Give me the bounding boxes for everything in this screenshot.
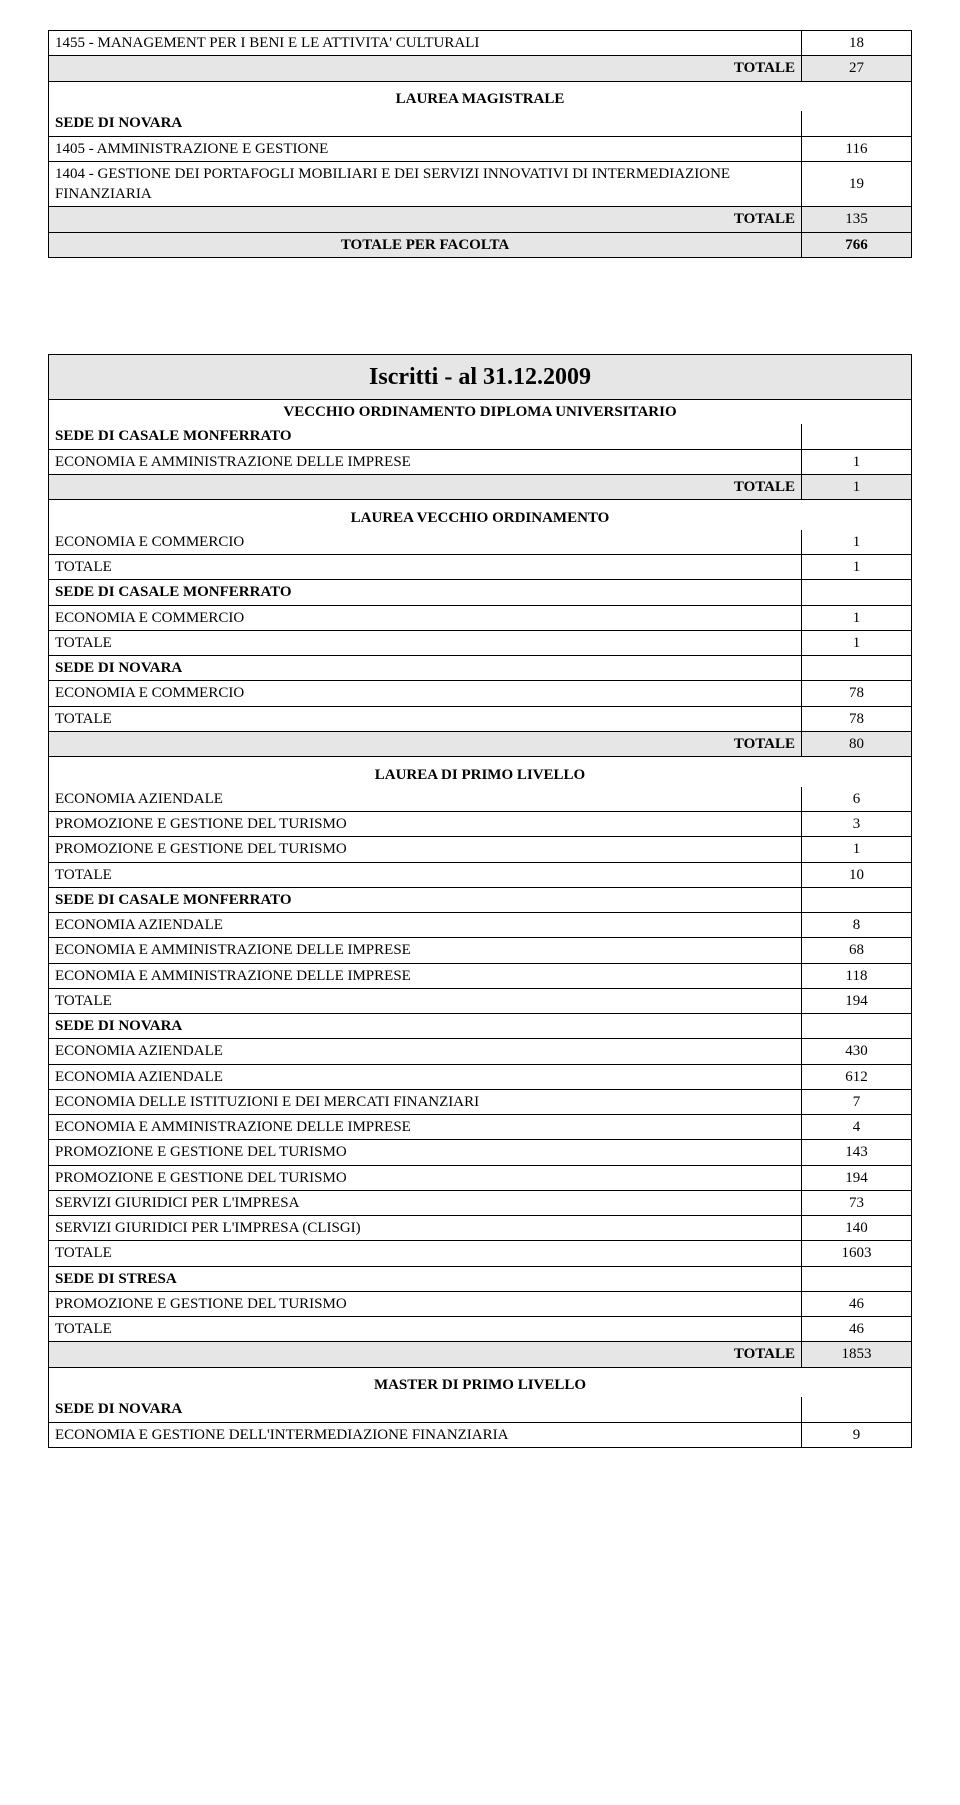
row-value: 78 bbox=[802, 681, 912, 706]
row-label: PROMOZIONE E GESTIONE DEL TURISMO bbox=[49, 1140, 802, 1165]
sede-label: SEDE DI CASALE MONFERRATO bbox=[49, 887, 802, 912]
row-value: 19 bbox=[802, 161, 912, 207]
sede-label: SEDE DI NOVARA bbox=[49, 111, 802, 136]
row-value: 140 bbox=[802, 1216, 912, 1241]
top-table: 1455 - MANAGEMENT PER I BENI E LE ATTIVI… bbox=[48, 30, 912, 258]
row-value: 8 bbox=[802, 913, 912, 938]
row-label: ECONOMIA E COMMERCIO bbox=[49, 605, 802, 630]
row-label: ECONOMIA E AMMINISTRAZIONE DELLE IMPRESE bbox=[49, 938, 802, 963]
row-label: SERVIZI GIURIDICI PER L'IMPRESA bbox=[49, 1190, 802, 1215]
row-label: PROMOZIONE E GESTIONE DEL TURISMO bbox=[49, 837, 802, 862]
subtotal-value: 10 bbox=[802, 862, 912, 887]
row-value: 7 bbox=[802, 1089, 912, 1114]
row-value: 612 bbox=[802, 1064, 912, 1089]
row-label: ECONOMIA E AMMINISTRAZIONE DELLE IMPRESE bbox=[49, 449, 802, 474]
subtotal-value: 46 bbox=[802, 1317, 912, 1342]
row-value: 194 bbox=[802, 1165, 912, 1190]
sede-label: SEDE DI CASALE MONFERRATO bbox=[49, 580, 802, 605]
empty-cell bbox=[802, 656, 912, 681]
empty-cell bbox=[802, 111, 912, 136]
subtotal-value: 1603 bbox=[802, 1241, 912, 1266]
row-value: 73 bbox=[802, 1190, 912, 1215]
totale-value: 27 bbox=[802, 56, 912, 81]
row-label: ECONOMIA AZIENDALE bbox=[49, 787, 802, 812]
row-value: 118 bbox=[802, 963, 912, 988]
row-value: 1 bbox=[802, 449, 912, 474]
empty-cell bbox=[802, 424, 912, 449]
section-heading: LAUREA VECCHIO ORDINAMENTO bbox=[49, 506, 912, 530]
row-label: ECONOMIA E COMMERCIO bbox=[49, 530, 802, 555]
totale-per-facolta-label: TOTALE PER FACOLTA bbox=[49, 232, 802, 257]
totale-label: TOTALE bbox=[49, 731, 802, 756]
row-label: ECONOMIA E GESTIONE DELL'INTERMEDIAZIONE… bbox=[49, 1422, 802, 1447]
row-label: 1404 - GESTIONE DEI PORTAFOGLI MOBILIARI… bbox=[49, 161, 802, 207]
iscritti-table: Iscritti - al 31.12.2009 VECCHIO ORDINAM… bbox=[48, 354, 912, 1448]
row-value: 116 bbox=[802, 136, 912, 161]
sede-label: SEDE DI CASALE MONFERRATO bbox=[49, 424, 802, 449]
row-label: ECONOMIA AZIENDALE bbox=[49, 913, 802, 938]
totale-value: 1853 bbox=[802, 1342, 912, 1367]
row-value: 1 bbox=[802, 605, 912, 630]
empty-cell bbox=[802, 1014, 912, 1039]
subtotal-label: TOTALE bbox=[49, 706, 802, 731]
subtotal-label: TOTALE bbox=[49, 1241, 802, 1266]
row-value: 18 bbox=[802, 31, 912, 56]
subtotal-value: 1 bbox=[802, 555, 912, 580]
totale-label: TOTALE bbox=[49, 56, 802, 81]
subtotal-value: 1 bbox=[802, 630, 912, 655]
section-heading: LAUREA MAGISTRALE bbox=[49, 87, 912, 111]
section-heading: MASTER DI PRIMO LIVELLO bbox=[49, 1373, 912, 1397]
row-value: 1 bbox=[802, 530, 912, 555]
row-value: 9 bbox=[802, 1422, 912, 1447]
totale-per-facolta-value: 766 bbox=[802, 232, 912, 257]
row-label: ECONOMIA AZIENDALE bbox=[49, 1039, 802, 1064]
section-heading: LAUREA DI PRIMO LIVELLO bbox=[49, 763, 912, 787]
sede-label: SEDE DI NOVARA bbox=[49, 1014, 802, 1039]
row-value: 68 bbox=[802, 938, 912, 963]
empty-cell bbox=[802, 580, 912, 605]
row-label: PROMOZIONE E GESTIONE DEL TURISMO bbox=[49, 812, 802, 837]
row-label: ECONOMIA AZIENDALE bbox=[49, 1064, 802, 1089]
subtotal-label: TOTALE bbox=[49, 862, 802, 887]
row-label: PROMOZIONE E GESTIONE DEL TURISMO bbox=[49, 1291, 802, 1316]
empty-cell bbox=[802, 1397, 912, 1422]
section-heading: VECCHIO ORDINAMENTO DIPLOMA UNIVERSITARI… bbox=[49, 400, 912, 425]
empty-cell bbox=[802, 887, 912, 912]
subtotal-value: 78 bbox=[802, 706, 912, 731]
row-label: 1405 - AMMINISTRAZIONE E GESTIONE bbox=[49, 136, 802, 161]
totale-value: 1 bbox=[802, 474, 912, 499]
totale-label: TOTALE bbox=[49, 474, 802, 499]
row-label: SERVIZI GIURIDICI PER L'IMPRESA (CLISGI) bbox=[49, 1216, 802, 1241]
row-value: 1 bbox=[802, 837, 912, 862]
totale-label: TOTALE bbox=[49, 1342, 802, 1367]
subtotal-label: TOTALE bbox=[49, 555, 802, 580]
sede-label: SEDE DI NOVARA bbox=[49, 656, 802, 681]
empty-cell bbox=[802, 1266, 912, 1291]
totale-value: 135 bbox=[802, 207, 912, 232]
row-label: ECONOMIA E COMMERCIO bbox=[49, 681, 802, 706]
row-label: PROMOZIONE E GESTIONE DEL TURISMO bbox=[49, 1165, 802, 1190]
iscritti-title: Iscritti - al 31.12.2009 bbox=[49, 354, 912, 399]
subtotal-value: 194 bbox=[802, 988, 912, 1013]
totale-label: TOTALE bbox=[49, 207, 802, 232]
sede-label: SEDE DI NOVARA bbox=[49, 1397, 802, 1422]
row-label: ECONOMIA E AMMINISTRAZIONE DELLE IMPRESE bbox=[49, 963, 802, 988]
row-value: 3 bbox=[802, 812, 912, 837]
subtotal-label: TOTALE bbox=[49, 630, 802, 655]
subtotal-label: TOTALE bbox=[49, 988, 802, 1013]
row-value: 6 bbox=[802, 787, 912, 812]
row-label: ECONOMIA E AMMINISTRAZIONE DELLE IMPRESE bbox=[49, 1115, 802, 1140]
row-value: 4 bbox=[802, 1115, 912, 1140]
row-label: 1455 - MANAGEMENT PER I BENI E LE ATTIVI… bbox=[49, 31, 802, 56]
row-value: 430 bbox=[802, 1039, 912, 1064]
row-value: 143 bbox=[802, 1140, 912, 1165]
row-value: 46 bbox=[802, 1291, 912, 1316]
row-label: ECONOMIA DELLE ISTITUZIONI E DEI MERCATI… bbox=[49, 1089, 802, 1114]
sede-label: SEDE DI STRESA bbox=[49, 1266, 802, 1291]
subtotal-label: TOTALE bbox=[49, 1317, 802, 1342]
totale-value: 80 bbox=[802, 731, 912, 756]
